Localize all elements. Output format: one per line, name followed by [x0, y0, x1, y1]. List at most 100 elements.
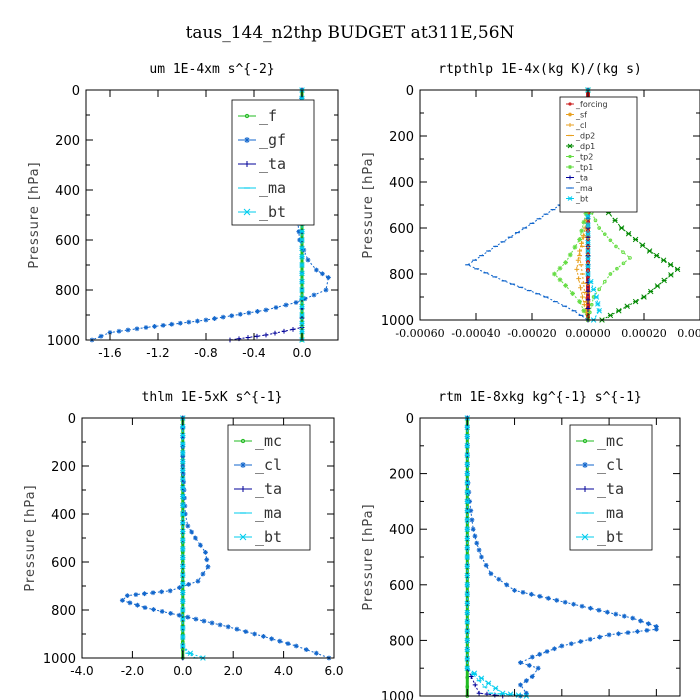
data-point [119, 598, 125, 603]
data-point [98, 333, 104, 339]
legend: _forcing _sf_cl _dp2_dp1 _tp2_tp1 _ta_ma _bt [559, 96, 638, 213]
legend-label: _mc [255, 432, 282, 450]
data-point [589, 302, 594, 307]
y-tick-label: 600 [55, 234, 80, 249]
data-point [299, 320, 305, 327]
data-point [180, 441, 186, 447]
data-point [559, 643, 565, 649]
data-point [585, 255, 591, 262]
data-point [588, 310, 592, 315]
data-point [177, 585, 182, 590]
data-point [571, 601, 577, 607]
data-point [263, 332, 269, 338]
data-point [585, 248, 591, 254]
x-tick-label: -4.0 [70, 664, 93, 678]
data-point [272, 330, 278, 336]
data-point [180, 537, 186, 543]
data-point [476, 690, 482, 696]
legend-marker [568, 175, 572, 180]
legend-label: _ma [575, 184, 593, 193]
data-point [180, 581, 186, 587]
data-point [464, 424, 471, 431]
data-point [299, 228, 305, 235]
legend-marker [240, 486, 246, 492]
data-point [180, 454, 186, 459]
data-point [159, 609, 165, 614]
data-point [464, 646, 471, 653]
data-point [504, 582, 510, 588]
x-tick-label: -0.8 [194, 346, 217, 360]
data-point [464, 480, 471, 486]
data-point [578, 285, 583, 291]
data-point [585, 230, 591, 237]
data-point [464, 498, 471, 505]
series-bt [180, 415, 206, 661]
legend-label: _cl [255, 456, 282, 474]
legend-marker [240, 462, 246, 468]
legend-label: _sf [575, 111, 587, 120]
data-point [483, 562, 489, 568]
data-point [464, 461, 471, 468]
series-ta [464, 415, 506, 699]
data-point [299, 237, 305, 243]
series-line [182, 418, 204, 659]
data-point [465, 684, 470, 689]
legend-label: _ta [255, 480, 282, 498]
data-point [593, 294, 600, 300]
data-point [520, 589, 526, 595]
data-point [217, 622, 223, 628]
data-point [323, 287, 329, 293]
data-point [167, 588, 173, 594]
y-tick-label: 200 [389, 468, 414, 483]
data-point [464, 433, 471, 440]
data-point [142, 591, 147, 597]
legend-label: _ma [255, 504, 282, 522]
y-axis-label: Pressure [hPa] [361, 151, 376, 258]
data-point [471, 670, 478, 676]
data-point [581, 219, 587, 225]
data-point [255, 309, 260, 314]
data-point [585, 222, 591, 228]
data-point [464, 452, 471, 458]
legend-label: _bt [597, 528, 624, 546]
legend-label: _mc [597, 432, 624, 450]
data-point [464, 470, 471, 477]
data-point [593, 218, 598, 223]
data-point [180, 467, 186, 474]
legend-label: _cl [575, 121, 587, 130]
data-point [168, 610, 174, 616]
data-point [468, 508, 474, 514]
data-point [464, 591, 471, 597]
data-point [464, 443, 471, 449]
data-point [203, 317, 209, 323]
legend-label: _tp1 [575, 163, 593, 172]
data-point [595, 301, 601, 307]
data-point [299, 303, 305, 310]
data-point [674, 266, 681, 273]
data-point [311, 292, 317, 298]
data-point [180, 432, 186, 439]
data-point [245, 335, 251, 340]
data-point [544, 649, 550, 654]
data-point [581, 302, 587, 308]
x-tick-label: 0.00020 [621, 327, 667, 340]
y-tick-label: 1000 [381, 690, 414, 700]
legend-marker [243, 208, 251, 216]
x-tick-label: -0.00040 [451, 327, 500, 340]
data-point [646, 248, 653, 254]
data-point [299, 295, 305, 302]
y-tick-label: 800 [55, 284, 80, 299]
data-point [193, 535, 198, 541]
data-point [554, 597, 560, 603]
x-tick-label: 2.0 [224, 664, 243, 678]
data-point [125, 327, 131, 333]
data-point [552, 271, 557, 277]
y-axis-label: Pressure [hPa] [23, 484, 38, 591]
legend-marker [582, 486, 588, 492]
data-point [557, 265, 563, 271]
data-point [296, 229, 302, 235]
data-point [263, 307, 269, 313]
data-point [638, 618, 644, 624]
legend-marker [240, 438, 246, 444]
legend-marker [582, 438, 588, 444]
